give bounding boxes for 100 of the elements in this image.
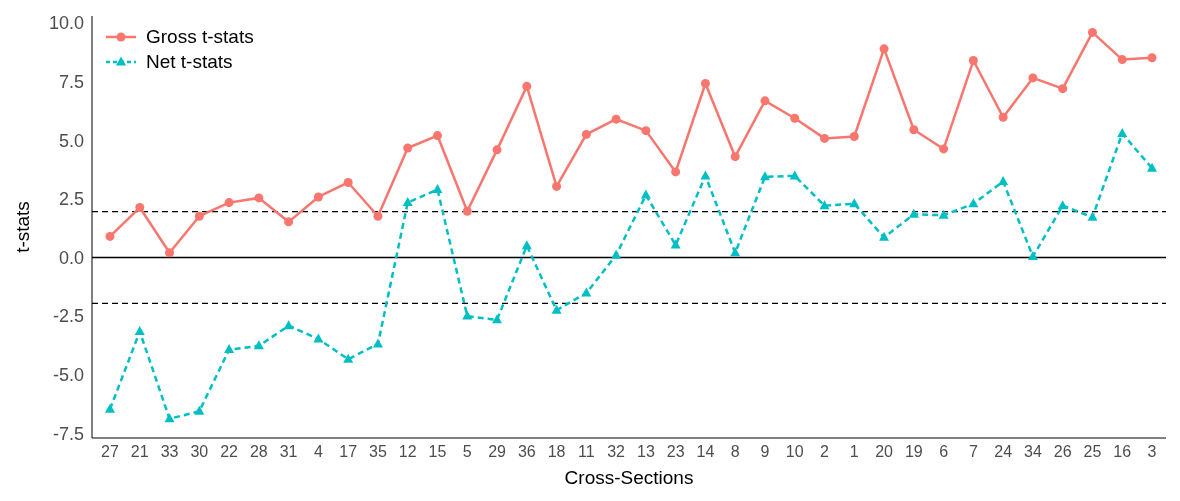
point bbox=[671, 167, 681, 177]
x-tick-label: 18 bbox=[547, 443, 566, 461]
point bbox=[313, 192, 323, 202]
point bbox=[908, 208, 919, 218]
point bbox=[105, 231, 115, 241]
point bbox=[819, 200, 830, 210]
point bbox=[194, 405, 205, 415]
point bbox=[224, 344, 235, 354]
point bbox=[879, 231, 890, 241]
x-tick-label: 8 bbox=[730, 443, 740, 461]
point bbox=[1117, 127, 1128, 137]
x-tick-label: 10 bbox=[785, 443, 804, 461]
point bbox=[402, 197, 413, 207]
point bbox=[432, 183, 443, 193]
point bbox=[403, 143, 413, 153]
point bbox=[1027, 251, 1038, 261]
y-tick-label: -5.0 bbox=[52, 365, 84, 386]
x-tick-label: 21 bbox=[130, 443, 149, 461]
point bbox=[998, 176, 1009, 186]
point bbox=[492, 314, 503, 324]
x-tick-label: 35 bbox=[369, 443, 387, 461]
x-tick-label: 29 bbox=[488, 443, 507, 461]
x-tick-label: 9 bbox=[760, 443, 770, 461]
x-tick-label: 2 bbox=[820, 443, 830, 461]
point bbox=[283, 320, 294, 330]
point bbox=[849, 198, 860, 208]
x-tick-label: 11 bbox=[578, 443, 595, 461]
point bbox=[939, 144, 949, 154]
point bbox=[462, 206, 472, 216]
point bbox=[1028, 73, 1038, 83]
x-tick-label: 23 bbox=[666, 443, 685, 461]
point bbox=[670, 239, 681, 249]
point bbox=[1147, 162, 1157, 172]
point bbox=[789, 170, 800, 180]
point bbox=[135, 203, 145, 213]
x-tick-label: 3 bbox=[1147, 443, 1157, 461]
y-tick-label: -7.5 bbox=[52, 423, 84, 444]
point bbox=[909, 125, 919, 135]
point bbox=[105, 403, 115, 413]
legend-label: Net t-stats bbox=[146, 50, 233, 74]
point bbox=[790, 113, 800, 123]
point bbox=[581, 129, 591, 139]
point bbox=[164, 413, 175, 423]
point bbox=[968, 56, 978, 66]
y-tick-label: -2.5 bbox=[52, 306, 84, 327]
point bbox=[1057, 200, 1068, 210]
x-tick-label: 28 bbox=[249, 443, 268, 461]
x-tick-label: 19 bbox=[904, 443, 923, 461]
point bbox=[938, 209, 949, 219]
point bbox=[641, 126, 651, 136]
x-tick-label: 31 bbox=[279, 443, 298, 461]
point bbox=[611, 114, 621, 124]
x-tick-label: 25 bbox=[1083, 443, 1102, 461]
x-tick-label: 7 bbox=[968, 443, 978, 461]
point bbox=[552, 181, 562, 191]
x-tick-label: 24 bbox=[994, 443, 1013, 461]
x-tick-label: 30 bbox=[190, 443, 209, 461]
legend-label: Gross t-stats bbox=[146, 25, 254, 49]
point bbox=[462, 310, 473, 320]
x-tick-label: 36 bbox=[517, 443, 536, 461]
point bbox=[760, 96, 770, 106]
x-tick-label: 20 bbox=[875, 443, 894, 461]
x-tick-label: 5 bbox=[462, 443, 472, 461]
y-tick-label: 0.0 bbox=[58, 247, 84, 268]
point bbox=[521, 240, 532, 250]
point bbox=[1117, 55, 1127, 65]
point bbox=[343, 353, 354, 363]
y-tick-label: 5.0 bbox=[58, 130, 84, 151]
point bbox=[1147, 53, 1157, 63]
y-axis-title: t-stats bbox=[11, 201, 33, 253]
point bbox=[700, 79, 710, 89]
point bbox=[492, 145, 502, 155]
point bbox=[254, 193, 264, 203]
x-tick-label: 14 bbox=[696, 443, 715, 461]
point bbox=[522, 81, 532, 91]
point bbox=[343, 177, 353, 187]
point bbox=[551, 304, 562, 314]
point bbox=[284, 217, 294, 227]
x-tick-label: 1 bbox=[849, 443, 859, 461]
point bbox=[998, 112, 1008, 122]
x-tick-label: 32 bbox=[607, 443, 626, 461]
point bbox=[1058, 84, 1068, 94]
point bbox=[968, 198, 979, 208]
x-tick-label: 6 bbox=[939, 443, 949, 461]
point bbox=[879, 44, 889, 54]
y-tick-label: 10.0 bbox=[48, 13, 84, 34]
point bbox=[611, 249, 622, 259]
x-tick-label: 12 bbox=[398, 443, 417, 461]
x-axis-title: Cross-Sections bbox=[564, 467, 694, 488]
point bbox=[700, 170, 711, 180]
point bbox=[820, 133, 830, 143]
y-tick-label: 7.5 bbox=[58, 72, 84, 93]
point bbox=[373, 211, 383, 221]
point bbox=[640, 189, 651, 199]
point bbox=[253, 340, 264, 350]
x-tick-label: 16 bbox=[1113, 443, 1132, 461]
point bbox=[134, 326, 145, 336]
x-tick-label: 34 bbox=[1024, 443, 1042, 461]
x-tick-label: 4 bbox=[313, 443, 323, 461]
x-tick-label: 15 bbox=[428, 443, 447, 461]
